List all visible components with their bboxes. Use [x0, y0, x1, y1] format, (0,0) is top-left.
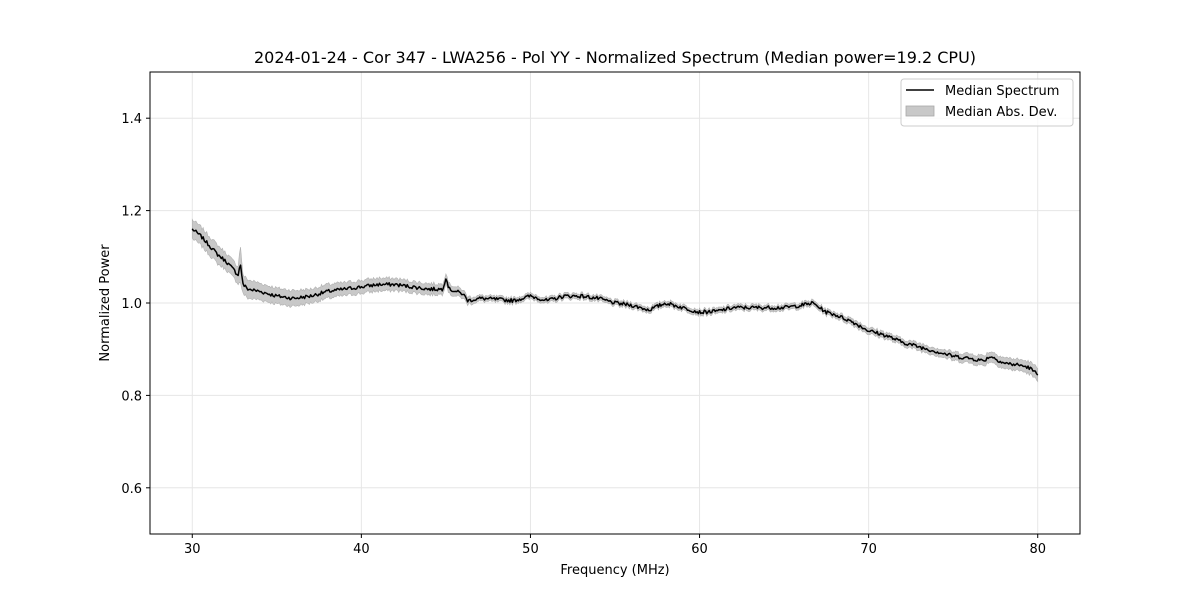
- y-tick-label: 0.8: [121, 389, 142, 404]
- x-tick-label: 60: [691, 542, 708, 557]
- y-axis-label: Normalized Power: [98, 244, 113, 362]
- x-tick-label: 30: [184, 542, 201, 557]
- x-axis-ticks: 30 40 50 60 70 80: [184, 534, 1046, 557]
- y-tick-label: 1.4: [121, 112, 142, 127]
- y-tick-label: 0.6: [121, 482, 142, 497]
- chart-title: 2024-01-24 - Cor 347 - LWA256 - Pol YY -…: [254, 48, 976, 67]
- y-tick-label: 1.0: [121, 297, 142, 312]
- x-tick-label: 40: [353, 542, 370, 557]
- y-axis-ticks: 0.6 0.8 1.0 1.2 1.4: [121, 112, 150, 497]
- series-median-spectrum-line: [191, 228, 1039, 376]
- legend-mad-label: Median Abs. Dev.: [945, 105, 1057, 120]
- legend: Median Spectrum Median Abs. Dev.: [900, 78, 1074, 127]
- x-tick-label: 70: [860, 542, 877, 557]
- legend-median-label: Median Spectrum: [945, 84, 1059, 99]
- legend-mad-swatch: [905, 105, 935, 117]
- x-tick-label: 50: [522, 542, 539, 557]
- x-axis-label: Frequency (MHz): [560, 563, 669, 578]
- x-tick-label: 80: [1029, 542, 1046, 557]
- legend-box: [900, 78, 1074, 127]
- y-tick-label: 1.2: [121, 205, 142, 220]
- median-line-layer: [191, 228, 1039, 376]
